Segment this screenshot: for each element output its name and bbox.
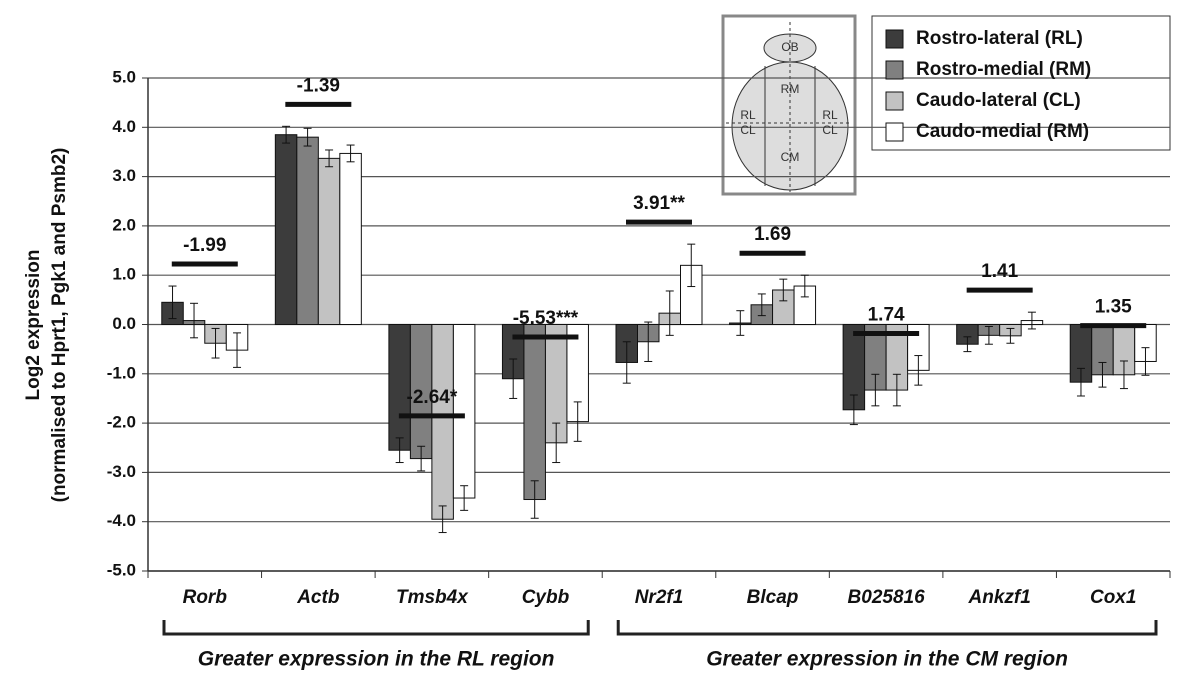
y-tick-label: -2.0 <box>107 413 136 432</box>
annotation: -2.64* <box>407 387 458 408</box>
bar <box>317 157 341 325</box>
x-tick-label: Actb <box>296 587 340 608</box>
annotation: -5.53*** <box>513 308 579 329</box>
x-tick-label: Nr2f1 <box>635 587 684 608</box>
y-tick-label: 4.0 <box>112 117 136 136</box>
annotation: -1.39 <box>297 75 340 96</box>
inset-label: OB <box>781 40 798 54</box>
legend-label: Rostro-medial (RM) <box>916 59 1091 80</box>
bar <box>452 324 476 499</box>
inset-label: RM <box>781 82 800 96</box>
legend-swatch <box>885 122 904 142</box>
y-axis-label: (normalised to Hprt1, Pgk1 and Psmb2) <box>49 148 70 503</box>
inset-diagram <box>721 14 857 196</box>
inset-label: CL <box>822 123 838 137</box>
group-label: Greater expression in the CM region <box>706 648 1068 671</box>
group-bracket <box>616 620 1158 636</box>
x-tick-label: Ankzf1 <box>968 587 1031 608</box>
annotation: 1.35 <box>1095 297 1132 318</box>
group-label: Greater expression in the RL region <box>198 648 555 671</box>
legend-label: Caudo-medial (RM) <box>916 121 1089 142</box>
inset-label: RL <box>822 108 838 122</box>
annotation: 1.74 <box>868 305 905 326</box>
legend-swatch <box>885 29 904 49</box>
y-tick-label: -4.0 <box>107 511 136 530</box>
y-tick-label: 3.0 <box>112 166 136 185</box>
legend-label: Caudo-lateral (CL) <box>916 90 1081 111</box>
y-tick-label: -3.0 <box>107 462 136 481</box>
annotation: 1.41 <box>981 261 1018 282</box>
y-axis-label: Log2 expression <box>23 250 44 401</box>
legend-swatch <box>885 91 904 111</box>
bar <box>431 324 454 520</box>
y-tick-label: 0.0 <box>112 314 136 333</box>
bar <box>274 134 298 325</box>
inset-label: CL <box>740 123 756 137</box>
annotation: 3.91** <box>633 193 685 214</box>
x-tick-label: Rorb <box>183 587 228 608</box>
legend-label: Rostro-lateral (RL) <box>916 28 1083 49</box>
x-tick-label: Tmsb4x <box>396 587 469 608</box>
bar <box>523 324 546 501</box>
x-tick-label: Cybb <box>522 587 570 608</box>
x-tick-label: Blcap <box>747 587 799 608</box>
y-tick-label: 5.0 <box>112 67 136 86</box>
x-tick-label: B025816 <box>848 587 926 608</box>
y-tick-label: -5.0 <box>107 560 136 579</box>
bar <box>339 152 362 325</box>
inset-label: RL <box>740 108 756 122</box>
legend-swatch <box>885 60 904 80</box>
y-tick-label: 1.0 <box>112 265 136 284</box>
inset-label: CM <box>781 150 800 164</box>
y-tick-label: 2.0 <box>112 215 136 234</box>
x-tick-label: Cox1 <box>1090 587 1136 608</box>
group-bracket <box>162 620 590 636</box>
y-tick-label: -1.0 <box>107 363 136 382</box>
annotation: -1.99 <box>183 235 226 256</box>
annotation: 1.69 <box>754 224 791 245</box>
bar <box>296 136 319 325</box>
